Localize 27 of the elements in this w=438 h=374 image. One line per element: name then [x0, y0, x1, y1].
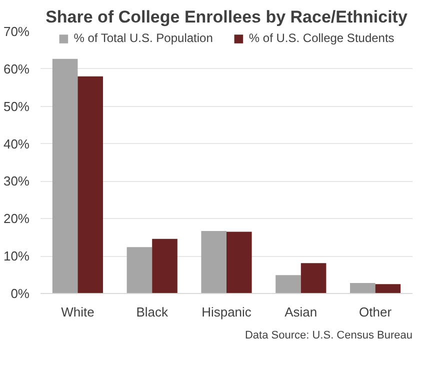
x-tick-label: Asian	[284, 304, 318, 320]
bar	[276, 275, 301, 294]
x-tick-label: White	[61, 304, 94, 320]
y-tick-label: 70%	[3, 24, 30, 39]
bar	[126, 247, 152, 294]
y-tick-label: 40%	[3, 136, 30, 152]
bar	[78, 76, 103, 294]
source-note: Data Source: U.S. Census Bureau	[244, 330, 412, 342]
bar	[226, 232, 252, 294]
bar	[375, 284, 401, 294]
legend-label: % of Total U.S. Population	[74, 31, 213, 45]
bar	[152, 238, 178, 294]
bar	[52, 58, 78, 294]
legend-label: % of U.S. College Students	[248, 31, 394, 45]
x-tick-label: Other	[359, 304, 392, 320]
bar	[201, 230, 226, 294]
bar	[350, 283, 376, 294]
y-tick-label: 20%	[3, 211, 30, 226]
chart-title: Share of College Enrollees by Race/Ethnicity	[46, 8, 408, 26]
y-tick-label: 60%	[3, 61, 30, 76]
x-tick-label: Black	[136, 304, 168, 320]
bar	[300, 263, 326, 294]
y-tick-label: 0%	[10, 286, 30, 301]
y-tick-label: 10%	[3, 248, 30, 264]
y-tick-label: 50%	[3, 98, 30, 114]
x-tick-label: Hispanic	[202, 304, 252, 320]
y-tick-label: 30%	[3, 174, 30, 189]
